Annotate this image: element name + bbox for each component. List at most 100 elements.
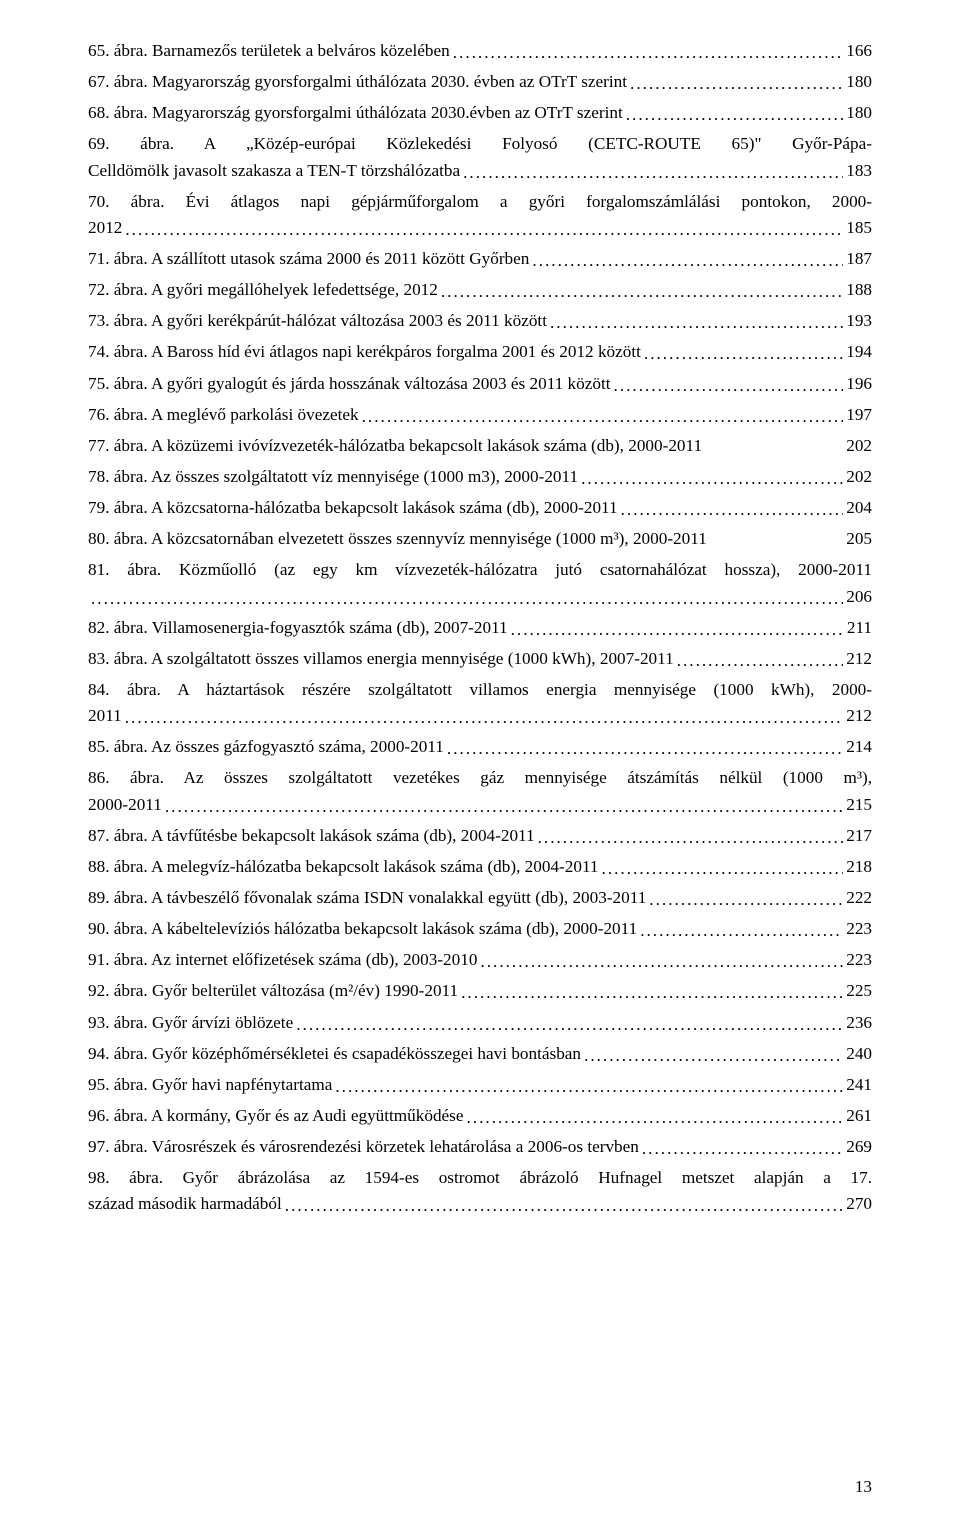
leader-dots bbox=[640, 916, 843, 942]
figure-entry-page: 197 bbox=[846, 402, 872, 428]
figure-entry-label: 71. ábra. A szállított utasok száma 2000… bbox=[88, 246, 529, 272]
figure-entry-page: 194 bbox=[846, 339, 872, 365]
leader-dots bbox=[125, 703, 843, 729]
figure-entry-page: 212 bbox=[846, 703, 872, 729]
figure-entry-label: 80. ábra. A közcsatornában elvezetett ös… bbox=[88, 526, 707, 552]
figure-entry-label-line1: 69. ábra. A „Közép-európai Közlekedési F… bbox=[88, 131, 872, 157]
figure-entry: 88. ábra. A melegvíz-hálózatba bekapcsol… bbox=[88, 854, 872, 880]
figure-entry-label-line2: 2012 bbox=[88, 215, 122, 241]
document-page: 65. ábra. Barnamezős területek a belváro… bbox=[0, 0, 960, 1521]
figure-entry: 78. ábra. Az összes szolgáltatott víz me… bbox=[88, 464, 872, 490]
figure-entry: 80. ábra. A közcsatornában elvezetett ös… bbox=[88, 526, 872, 552]
figure-entry-page: 218 bbox=[846, 854, 872, 880]
leader-dots bbox=[467, 1103, 844, 1129]
figure-entry: 81. ábra. Közműolló (az egy km vízvezeté… bbox=[88, 557, 872, 609]
leader-dots bbox=[532, 246, 843, 272]
figure-entry-label-line2: Celldömölk javasolt szakasza a TEN-T tör… bbox=[88, 158, 460, 184]
leader-dots bbox=[296, 1010, 843, 1036]
figure-entry-page: 225 bbox=[846, 978, 872, 1004]
leader-dots bbox=[621, 495, 844, 521]
figure-entry: 89. ábra. A távbeszélő fővonalak száma I… bbox=[88, 885, 872, 911]
leader-dots bbox=[362, 402, 844, 428]
leader-dots bbox=[538, 823, 844, 849]
figure-entry-page: 214 bbox=[846, 734, 872, 760]
figure-entry-page: 270 bbox=[846, 1191, 872, 1217]
figure-entry-page: 205 bbox=[846, 526, 872, 552]
figure-entry-page: 193 bbox=[846, 308, 872, 334]
figure-entry-label: 68. ábra. Magyarország gyorsforgalmi úth… bbox=[88, 100, 623, 126]
figure-entry: 85. ábra. Az összes gázfogyasztó száma, … bbox=[88, 734, 872, 760]
figure-entry-label: 92. ábra. Győr belterület változása (m²/… bbox=[88, 978, 458, 1004]
figure-entry: 74. ábra. A Baross híd évi átlagos napi … bbox=[88, 339, 872, 365]
figure-entry-label-line2: 2000-2011 bbox=[88, 792, 162, 818]
figure-entry-label: 85. ábra. Az összes gázfogyasztó száma, … bbox=[88, 734, 444, 760]
figure-entry-page: 217 bbox=[846, 823, 872, 849]
figure-entry-label: 89. ábra. A távbeszélő fővonalak száma I… bbox=[88, 885, 646, 911]
figure-entry: 67. ábra. Magyarország gyorsforgalmi úth… bbox=[88, 69, 872, 95]
leader-dots bbox=[91, 584, 843, 610]
figure-entry-label: 96. ábra. A kormány, Győr és az Audi egy… bbox=[88, 1103, 464, 1129]
figure-entry-label-line1: 81. ábra. Közműolló (az egy km vízvezeté… bbox=[88, 557, 872, 583]
figure-entry-page: 166 bbox=[846, 38, 872, 64]
figure-entry: 87. ábra. A távfűtésbe bekapcsolt lakáso… bbox=[88, 823, 872, 849]
figure-entry: 82. ábra. Villamosenergia-fogyasztók szá… bbox=[88, 615, 872, 641]
figure-entry-label: 75. ábra. A győri gyalogút és járda hoss… bbox=[88, 371, 611, 397]
figure-entry-label: 93. ábra. Győr árvízi öblözete bbox=[88, 1010, 293, 1036]
figure-entry: 70. ábra. Évi átlagos napi gépjárműforga… bbox=[88, 189, 872, 241]
figure-entry-label: 90. ábra. A kábeltelevíziós hálózatba be… bbox=[88, 916, 637, 942]
figure-entry-label: 79. ábra. A közcsatorna-hálózatba bekapc… bbox=[88, 495, 618, 521]
leader-dots bbox=[644, 339, 843, 365]
leader-dots bbox=[285, 1191, 843, 1217]
leader-dots bbox=[165, 792, 843, 818]
figure-entry-page: 215 bbox=[846, 792, 872, 818]
figure-entry-page: 236 bbox=[846, 1010, 872, 1036]
figure-entry: 86. ábra. Az összes szolgáltatott vezeté… bbox=[88, 765, 872, 817]
figure-entry-page: 185 bbox=[846, 215, 872, 241]
leader-dots bbox=[677, 646, 844, 672]
figure-entry-page: 241 bbox=[846, 1072, 872, 1098]
figure-entry-label-line1: 86. ábra. Az összes szolgáltatott vezeté… bbox=[88, 765, 872, 791]
figure-entry-page: 188 bbox=[846, 277, 872, 303]
leader-dots bbox=[626, 100, 843, 126]
leader-dots bbox=[581, 464, 843, 490]
figure-entry-label: 94. ábra. Győr középhőmérsékletei és csa… bbox=[88, 1041, 581, 1067]
figure-entry: 83. ábra. A szolgáltatott összes villamo… bbox=[88, 646, 872, 672]
figure-entry: 96. ábra. A kormány, Győr és az Audi egy… bbox=[88, 1103, 872, 1129]
figure-entry-label-line1: 98. ábra. Győr ábrázolása az 1594-es ost… bbox=[88, 1165, 872, 1191]
figure-entry-page: 180 bbox=[846, 69, 872, 95]
figure-entry-page: 187 bbox=[846, 246, 872, 272]
figure-entry: 95. ábra. Győr havi napfénytartama241 bbox=[88, 1072, 872, 1098]
figure-entry: 91. ábra. Az internet előfizetések száma… bbox=[88, 947, 872, 973]
leader-dots bbox=[649, 885, 843, 911]
leader-dots bbox=[335, 1072, 843, 1098]
figure-entry: 68. ábra. Magyarország gyorsforgalmi úth… bbox=[88, 100, 872, 126]
figure-entry: 71. ábra. A szállított utasok száma 2000… bbox=[88, 246, 872, 272]
figure-entry-label-line1: 84. ábra. A háztartások részére szolgált… bbox=[88, 677, 872, 703]
figure-entry-page: 206 bbox=[846, 584, 872, 610]
figure-entry: 76. ábra. A meglévő parkolási övezetek19… bbox=[88, 402, 872, 428]
figure-entry-label: 67. ábra. Magyarország gyorsforgalmi úth… bbox=[88, 69, 627, 95]
figure-entry-label: 72. ábra. A győri megállóhelyek lefedett… bbox=[88, 277, 438, 303]
leader-dots bbox=[584, 1041, 843, 1067]
figure-entry-page: 204 bbox=[846, 495, 872, 521]
leader-dots bbox=[480, 947, 843, 973]
figure-entry-label-line2: század második harmadából bbox=[88, 1191, 282, 1217]
figure-entry-label: 65. ábra. Barnamezős területek a belváro… bbox=[88, 38, 450, 64]
figure-entry: 65. ábra. Barnamezős területek a belváro… bbox=[88, 38, 872, 64]
page-number: 13 bbox=[855, 1477, 872, 1497]
figure-entry-label: 82. ábra. Villamosenergia-fogyasztók szá… bbox=[88, 615, 508, 641]
figure-entry: 75. ábra. A győri gyalogút és járda hoss… bbox=[88, 371, 872, 397]
figure-entry-label: 78. ábra. Az összes szolgáltatott víz me… bbox=[88, 464, 578, 490]
leader-dots bbox=[461, 978, 843, 1004]
figure-entry: 84. ábra. A háztartások részére szolgált… bbox=[88, 677, 872, 729]
figure-entry-page: 212 bbox=[846, 646, 872, 672]
figure-entry-page: 261 bbox=[846, 1103, 872, 1129]
figure-entry-page: 180 bbox=[846, 100, 872, 126]
figure-entry-label: 87. ábra. A távfűtésbe bekapcsolt lakáso… bbox=[88, 823, 535, 849]
leader-dots bbox=[511, 615, 844, 641]
figure-entry: 69. ábra. A „Közép-európai Közlekedési F… bbox=[88, 131, 872, 183]
figure-entry-label: 88. ábra. A melegvíz-hálózatba bekapcsol… bbox=[88, 854, 599, 880]
figure-entry-page: 223 bbox=[846, 947, 872, 973]
figure-entry: 98. ábra. Győr ábrázolása az 1594-es ost… bbox=[88, 1165, 872, 1217]
figure-entry-label-line2: 2011 bbox=[88, 703, 122, 729]
